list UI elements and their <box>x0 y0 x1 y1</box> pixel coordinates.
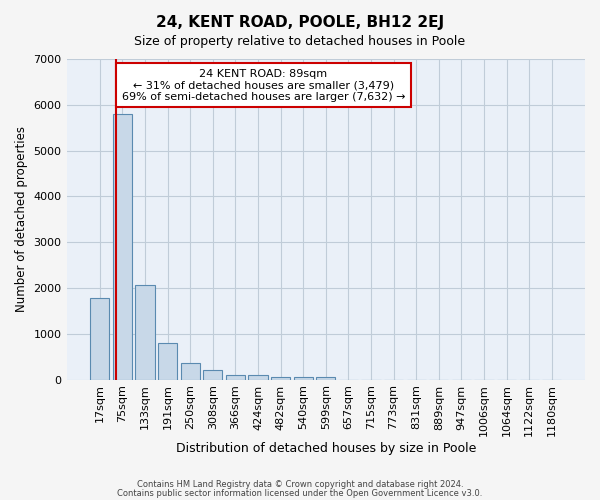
Bar <box>293 378 313 380</box>
Y-axis label: Number of detached properties: Number of detached properties <box>15 126 28 312</box>
Bar <box>158 343 177 380</box>
Text: Size of property relative to detached houses in Poole: Size of property relative to detached ho… <box>134 35 466 48</box>
Text: 24, KENT ROAD, POOLE, BH12 2EJ: 24, KENT ROAD, POOLE, BH12 2EJ <box>156 15 444 30</box>
Text: 24 KENT ROAD: 89sqm
← 31% of detached houses are smaller (3,479)
69% of semi-det: 24 KENT ROAD: 89sqm ← 31% of detached ho… <box>122 68 406 102</box>
Bar <box>203 370 223 380</box>
Text: Contains HM Land Registry data © Crown copyright and database right 2024.: Contains HM Land Registry data © Crown c… <box>137 480 463 489</box>
Bar <box>90 298 109 380</box>
Bar <box>271 377 290 380</box>
Bar <box>226 374 245 380</box>
X-axis label: Distribution of detached houses by size in Poole: Distribution of detached houses by size … <box>176 442 476 455</box>
Text: Contains public sector information licensed under the Open Government Licence v3: Contains public sector information licen… <box>118 488 482 498</box>
Bar <box>316 376 335 380</box>
Bar <box>136 285 155 380</box>
Bar <box>113 114 132 380</box>
Bar <box>181 363 200 380</box>
Bar <box>248 375 268 380</box>
